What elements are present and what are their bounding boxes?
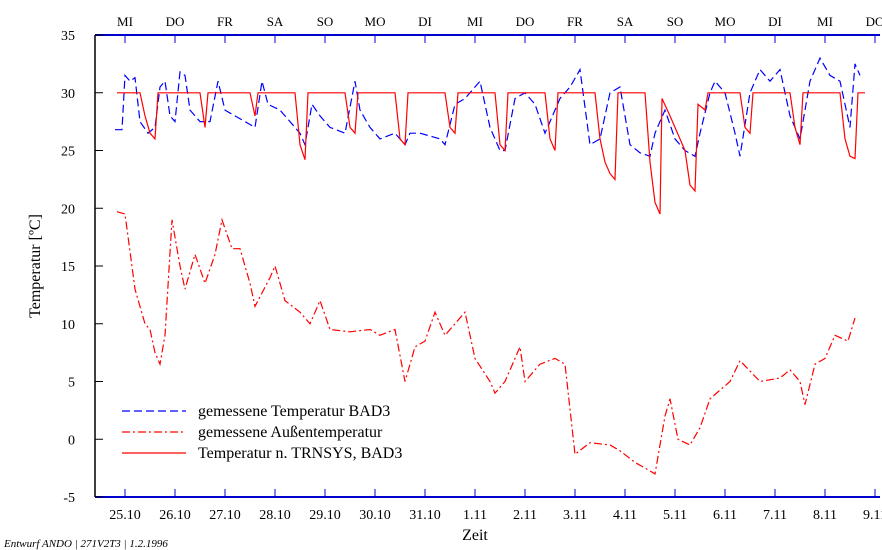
top-day-label: FR [217, 14, 233, 29]
top-day-label: FR [567, 14, 583, 29]
y-tick-label: -5 [63, 491, 75, 506]
x-tick-label: 6.11 [713, 508, 737, 523]
top-day-label: MO [715, 14, 736, 29]
top-day-label: MI [817, 14, 833, 29]
x-tick-label: 4.11 [613, 508, 637, 523]
top-day-label: DO [516, 14, 535, 29]
y-tick-label: 35 [61, 29, 75, 44]
x-tick-label: 26.10 [159, 508, 191, 523]
x-tick-label: 29.10 [309, 508, 341, 523]
legend-label: gemessene Temperatur BAD3 [198, 403, 390, 420]
x-axis-label: Zeit [462, 527, 488, 544]
x-tick-label: 25.10 [109, 508, 141, 523]
x-tick-label: 27.10 [209, 508, 241, 523]
legend-label: Temperatur n. TRNSYS, BAD3 [198, 445, 402, 462]
x-tick-label: 3.11 [563, 508, 587, 523]
top-day-label: DI [418, 14, 432, 29]
x-tick-label: 8.11 [813, 508, 837, 523]
y-tick-label: 25 [61, 145, 75, 160]
top-day-label: SA [267, 14, 284, 29]
data-line [115, 56, 861, 158]
x-tick-label: 31.10 [409, 508, 441, 523]
top-day-label: MI [117, 14, 133, 29]
x-tick-label: 2.11 [513, 508, 537, 523]
y-tick-label: 30 [61, 87, 75, 102]
top-day-label: SA [617, 14, 634, 29]
footnote: Entwurf ANDO | 271V2T3 | 1.2.1996 [3, 538, 168, 550]
top-day-label: MO [365, 14, 386, 29]
x-tick-label: 30.10 [359, 508, 391, 523]
y-tick-label: 20 [61, 202, 75, 217]
y-tick-label: 5 [68, 376, 75, 391]
y-tick-label: 0 [68, 433, 75, 448]
y-tick-label: 15 [61, 260, 75, 275]
top-day-label: MI [467, 14, 483, 29]
top-day-label: DI [768, 14, 782, 29]
x-tick-label: 1.11 [463, 508, 487, 523]
x-tick-label: 28.10 [259, 508, 291, 523]
x-tick-label: 5.11 [663, 508, 687, 523]
legend-label: gemessene Außentemperatur [198, 424, 383, 441]
x-tick-label: 9.11 [863, 508, 882, 523]
x-tick-label: 7.11 [763, 508, 787, 523]
y-axis-label: Temperatur [ºC] [27, 214, 44, 318]
top-day-label: DO [866, 14, 882, 29]
y-tick-label: 10 [61, 318, 75, 333]
top-day-label: SO [667, 14, 684, 29]
top-day-label: DO [166, 14, 185, 29]
top-day-label: SO [317, 14, 334, 29]
data-line [117, 92, 865, 215]
